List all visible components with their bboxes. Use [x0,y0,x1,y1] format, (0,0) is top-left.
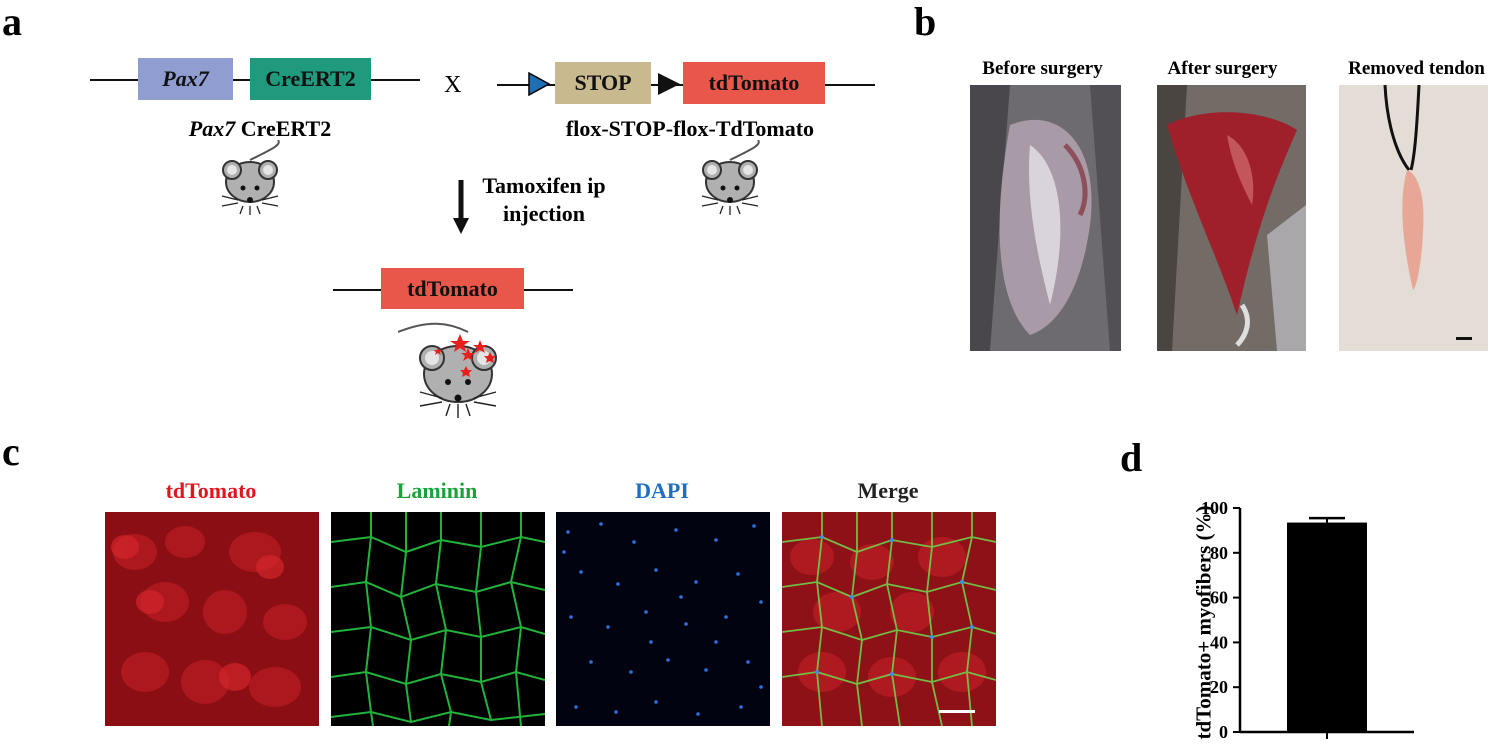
channel-title-tdtomato: tdTomato [165,478,257,503]
down-arrow-icon [453,180,469,234]
tamoxifen-label: Tamoxifen ip injection [474,172,614,228]
pax7-creert2-caption: Pax7 CreERT2 [160,116,360,142]
pax7-caption-rest: CreERT2 [235,116,332,141]
creert2-box-label: CreERT2 [265,66,356,91]
photo-removed-tendon [1339,85,1488,351]
photo-label-after: After surgery [1167,58,1278,79]
panel-letter-b: b [914,0,937,44]
result-tdtomato-label: tdTomato [407,275,498,301]
micrograph-merge [782,512,996,726]
panel-letter-c: c [2,429,20,474]
cross-symbol: X [444,72,462,98]
y-tick-label-2: 40 [1210,632,1228,652]
photo-before-surgery [970,85,1121,351]
result-tdtomato-box: tdTomato [381,268,524,309]
channel-title-laminin: Laminin [396,478,478,503]
micrograph-laminin [331,512,545,726]
photo-label-before: Before surgery [982,58,1103,79]
stop-box: STOP [555,62,651,104]
micrograph-tdtomato [105,512,319,726]
tdtomato-box: tdTomato [683,62,825,104]
pax7-box-label: Pax7 [162,66,209,91]
y-tick-label-5: 100 [1201,498,1228,518]
panel-letter-a: a [2,0,22,44]
tamoxifen-line1: Tamoxifen ip [482,173,606,198]
photo-label-removed: Removed tendon [1348,58,1485,79]
y-tick-label-1: 20 [1210,677,1228,697]
pax7-caption-italic: Pax7 [188,116,236,141]
pax7-box: Pax7 [138,58,233,100]
loxp-triangle-icon [528,71,551,97]
channel-title-merge: Merge [857,478,919,503]
creert2-box: CreERT2 [250,58,371,100]
y-tick-label-0: 0 [1219,722,1228,740]
y-tick-label-3: 60 [1210,588,1228,608]
y-tick-label-4: 80 [1210,543,1228,563]
photo-after-surgery [1157,85,1306,351]
bar-0 [1287,522,1367,732]
loxp-triangle-2-icon [658,73,680,95]
channel-title-dapi: DAPI [635,478,689,503]
mouse-result-icon [398,322,497,418]
tdtomato-box-label: tdTomato [708,70,800,95]
panel-letter-d: d [1120,435,1143,480]
mouse-left-icon [221,140,280,215]
tamoxifen-line2: injection [503,201,585,226]
bar-chart: 0 20 40 60 80 100 [1201,498,1414,740]
micrograph-dapi [556,512,770,726]
flox-caption: flox-STOP-flox-TdTomato [565,116,815,141]
stop-box-label: STOP [574,70,632,95]
mouse-right-icon [701,140,760,215]
